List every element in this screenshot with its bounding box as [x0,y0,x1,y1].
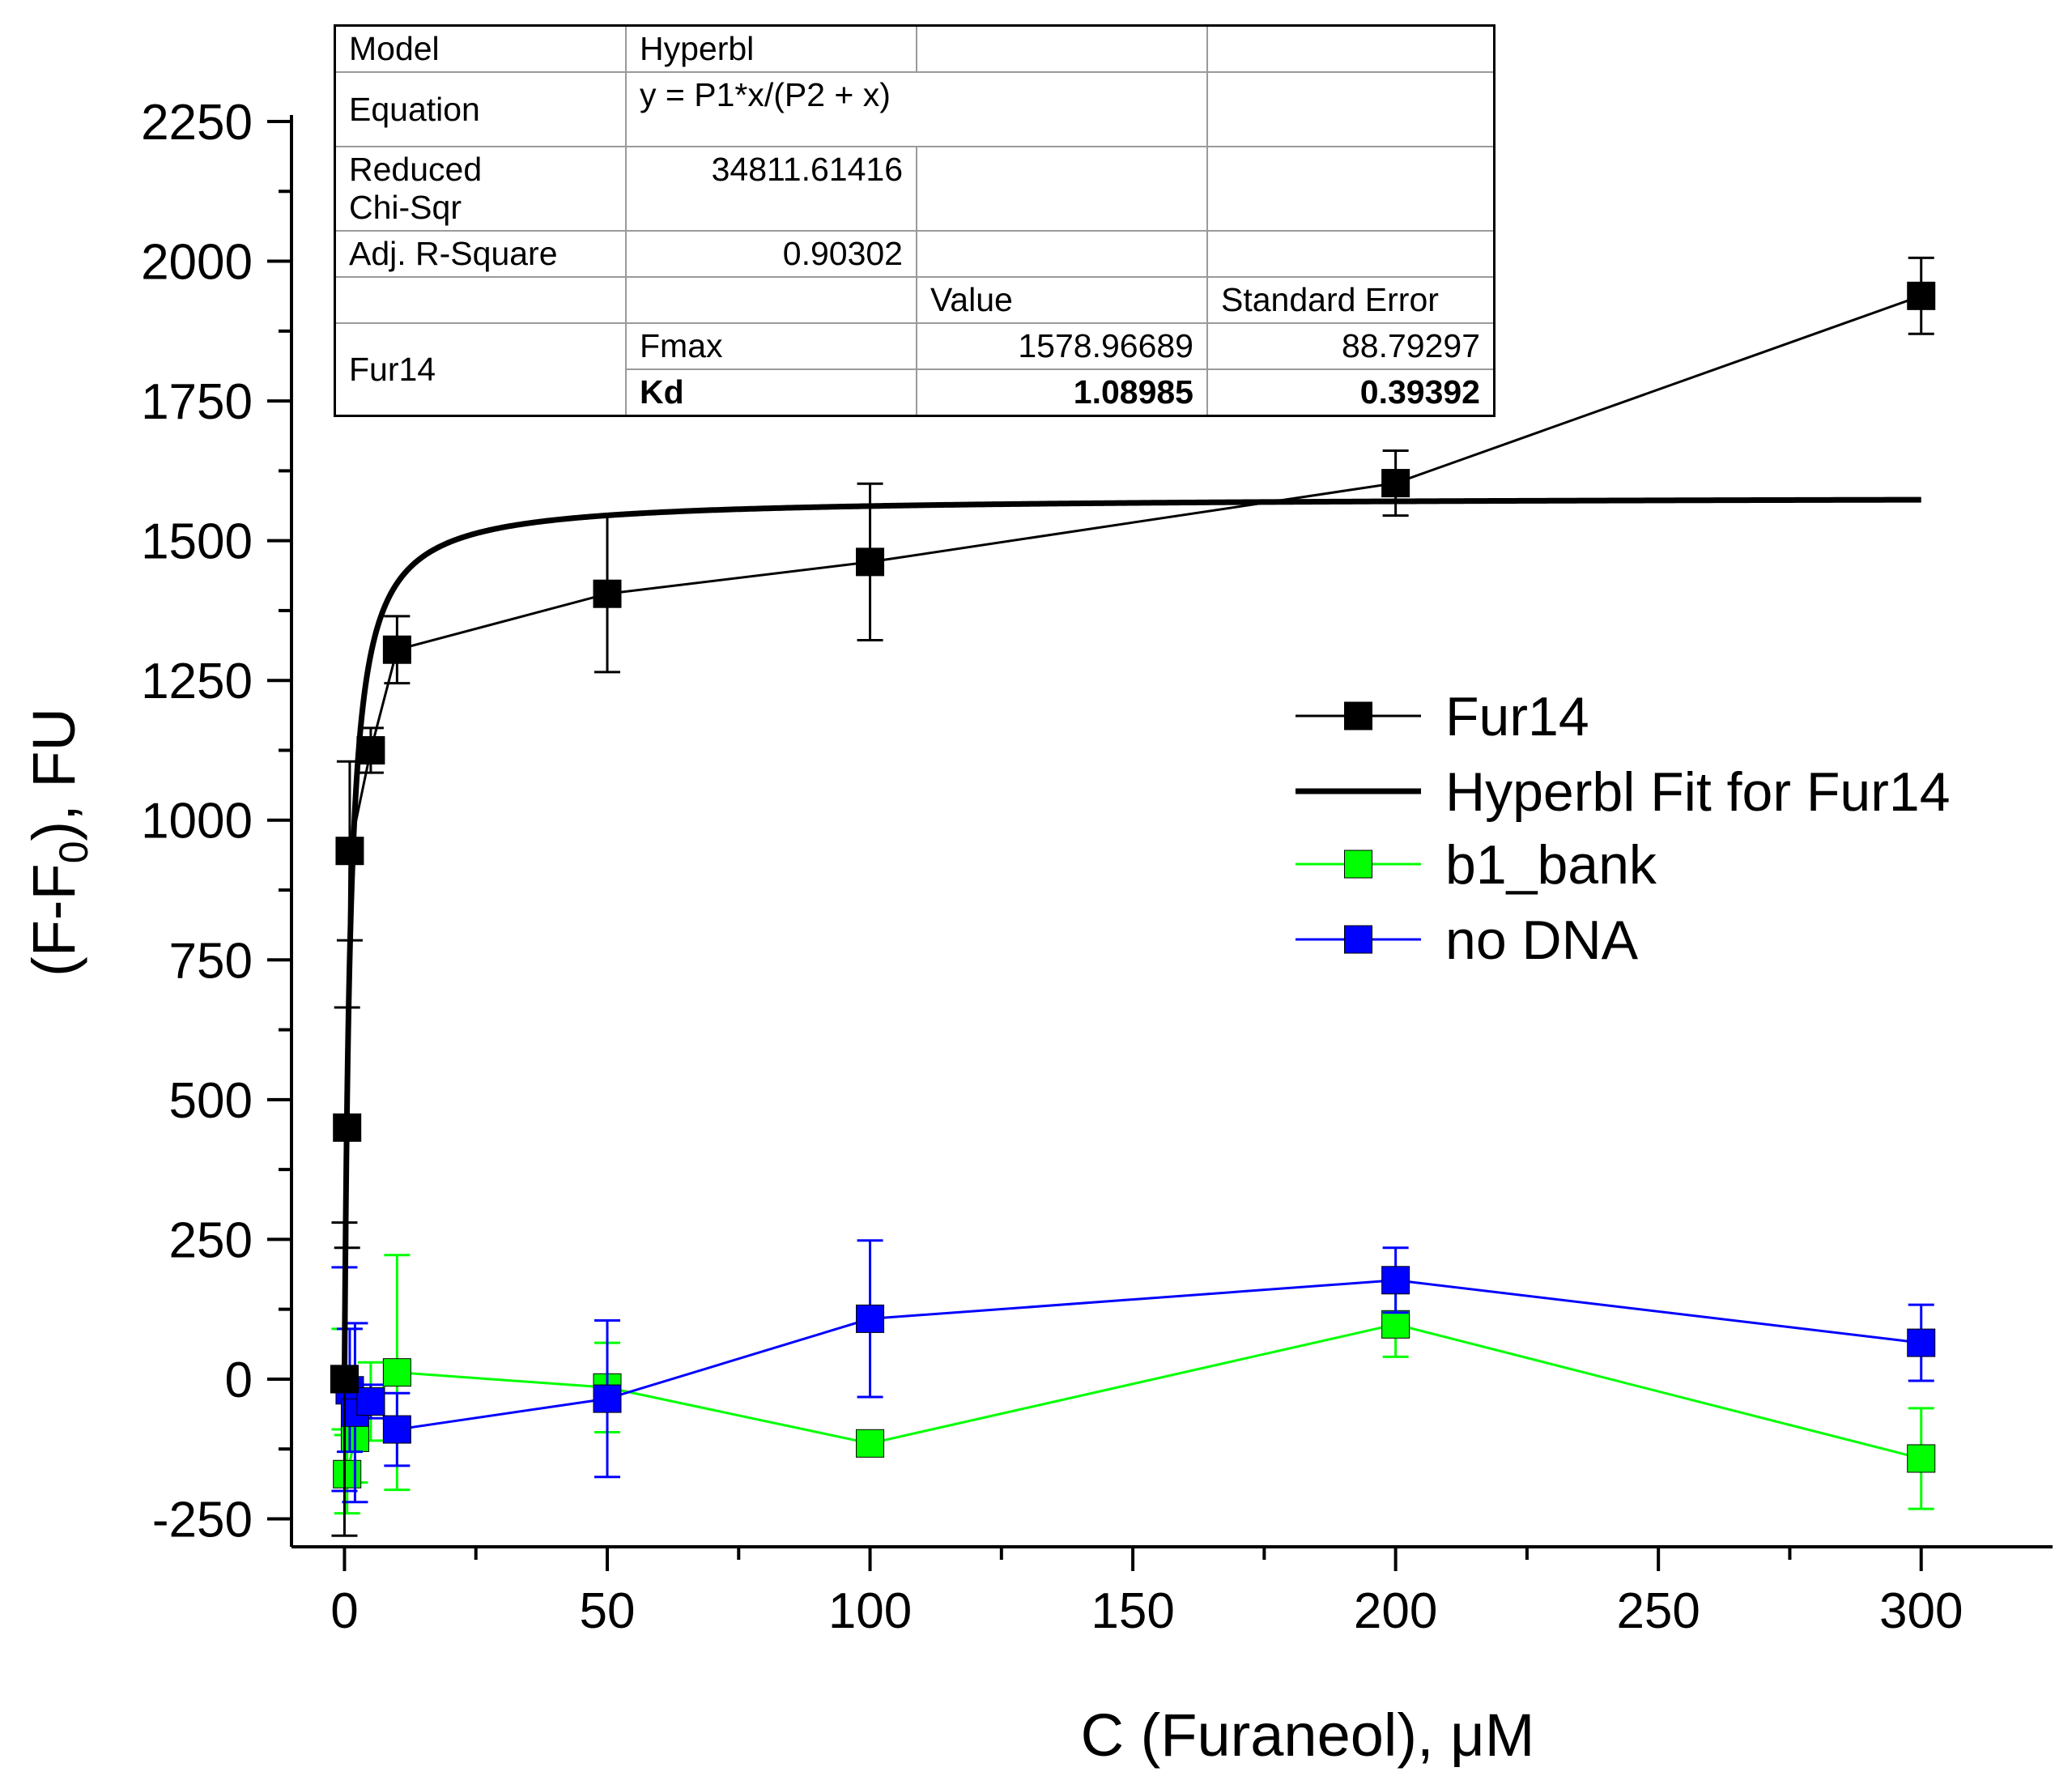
x-tick-label: 100 [828,1583,912,1639]
chisq-value: 34811.61416 [625,146,917,232]
data-point [856,1429,885,1458]
y-axis-title-tail: ), FU [20,708,87,841]
y-tick-label: 2250 [141,95,253,151]
legend-b1-bank-marker [1344,850,1372,879]
kd-value: 1.08985 [916,368,1208,417]
legend: Fur14 Hyperbl Fit for Fur14 b1_bank no D… [1296,686,1951,971]
x-tick-label: 150 [1091,1583,1174,1639]
adjr-value: 0.90302 [625,230,917,278]
data-point [1907,1444,1936,1473]
data-point [382,635,411,664]
axis-ticks: -250 0 250 500 750 1000 1250 1500 1750 2000 2250 0 5… [141,95,1963,1639]
table-row: Model Hyperbl [334,24,1495,73]
series-line [343,1279,1921,1431]
data-point [382,1415,411,1444]
table-row: Adj. R-Square 0.90302 [334,230,1495,278]
y-axis-title: (F-F0), FU [20,708,96,977]
model-value: Hyperbl [625,24,917,73]
model-label: Model [334,24,627,73]
data-point [593,1384,622,1413]
x-tick-label: 300 [1879,1583,1963,1639]
fmax-stderr: 88.79297 [1206,322,1495,370]
fit-curve [341,496,1921,1380]
table-row: Reduced Chi-Sqr 34811.61416 [334,146,1495,232]
dataset-label: Fur14 [334,322,627,417]
x-axis-title: C (Furaneol), μM [1081,1701,1535,1769]
axes: -250 0 250 500 750 1000 1250 1500 1750 2000 2250 0 5… [141,95,2053,1639]
table-row: Fur14 Fmax 1578.96689 88.79297 [334,322,1495,417]
fmax-label: Fmax [625,322,917,370]
equation-value: y = P1*x/(P2 + x) [625,71,1208,147]
adjr-label: Adj. R-Square [334,230,627,278]
y-tick-label: 1500 [141,514,253,570]
data-point [1381,1310,1410,1339]
y-tick-label: -250 [152,1492,253,1548]
table-row: Equation y = P1*x/(P2 + x) [334,71,1495,147]
legend-b1-bank-label: b1_bank [1445,834,1657,896]
y-tick-label: 1000 [141,794,253,850]
legend-no-dna-marker [1344,925,1372,954]
legend-fur14-marker [1344,701,1372,730]
legend-fit-label: Hyperbl Fit for Fur14 [1445,761,1951,823]
equation-label: Equation [334,71,627,147]
x-tick-label: 250 [1616,1583,1700,1639]
chisq-label-line2: Chi-Sqr [349,189,462,226]
y-tick-label: 1750 [141,374,253,430]
y-tick-label: 2000 [141,235,253,291]
col-stderr-header: Standard Error [1206,276,1495,324]
kd-stderr: 0.39392 [1206,368,1495,417]
y-axis-title-subscript: 0 [51,841,96,863]
data-point [356,1387,385,1416]
data-point [856,547,885,577]
y-tick-label: 0 [225,1352,253,1408]
chisq-label: Reduced Chi-Sqr [334,146,627,232]
series-line [342,1322,1922,1475]
y-tick-label: 1250 [141,654,253,709]
col-value-header: Value [916,276,1208,324]
series-fur14 [330,256,1936,1537]
y-axis-title-main: (F-F [20,863,87,977]
series-b1-bank [330,1254,1936,1515]
series-line [342,294,1922,1379]
chisq-label-line1: Reduced [349,151,483,188]
data-point [333,1459,362,1489]
data-point [1907,281,1936,310]
data-point [335,837,364,866]
fmax-value: 1578.96689 [916,322,1208,370]
data-point [856,1304,885,1333]
y-tick-label: 750 [169,933,253,989]
series-no-dna [330,1239,1936,1504]
x-tick-label: 50 [580,1583,636,1639]
y-tick-label: 500 [169,1073,253,1129]
data-point [593,579,622,608]
table-row: Value Standard Error [334,276,1495,324]
data-point [1907,1328,1936,1357]
data-point [1381,1266,1410,1295]
fit-results-table: Model Hyperbl Equation y = P1*x/(P2 + x)… [334,24,1495,417]
data-point [1381,469,1410,498]
data-point [382,1358,411,1387]
kd-label: Kd [625,368,917,417]
series-layer [330,256,1936,1537]
table-row: Kd 1.08985 0.39392 [335,368,1495,417]
x-tick-label: 0 [330,1583,358,1639]
x-tick-label: 200 [1354,1583,1437,1639]
legend-fur14-label: Fur14 [1445,686,1589,747]
legend-no-dna-label: no DNA [1445,909,1639,971]
y-tick-label: 250 [169,1212,253,1268]
